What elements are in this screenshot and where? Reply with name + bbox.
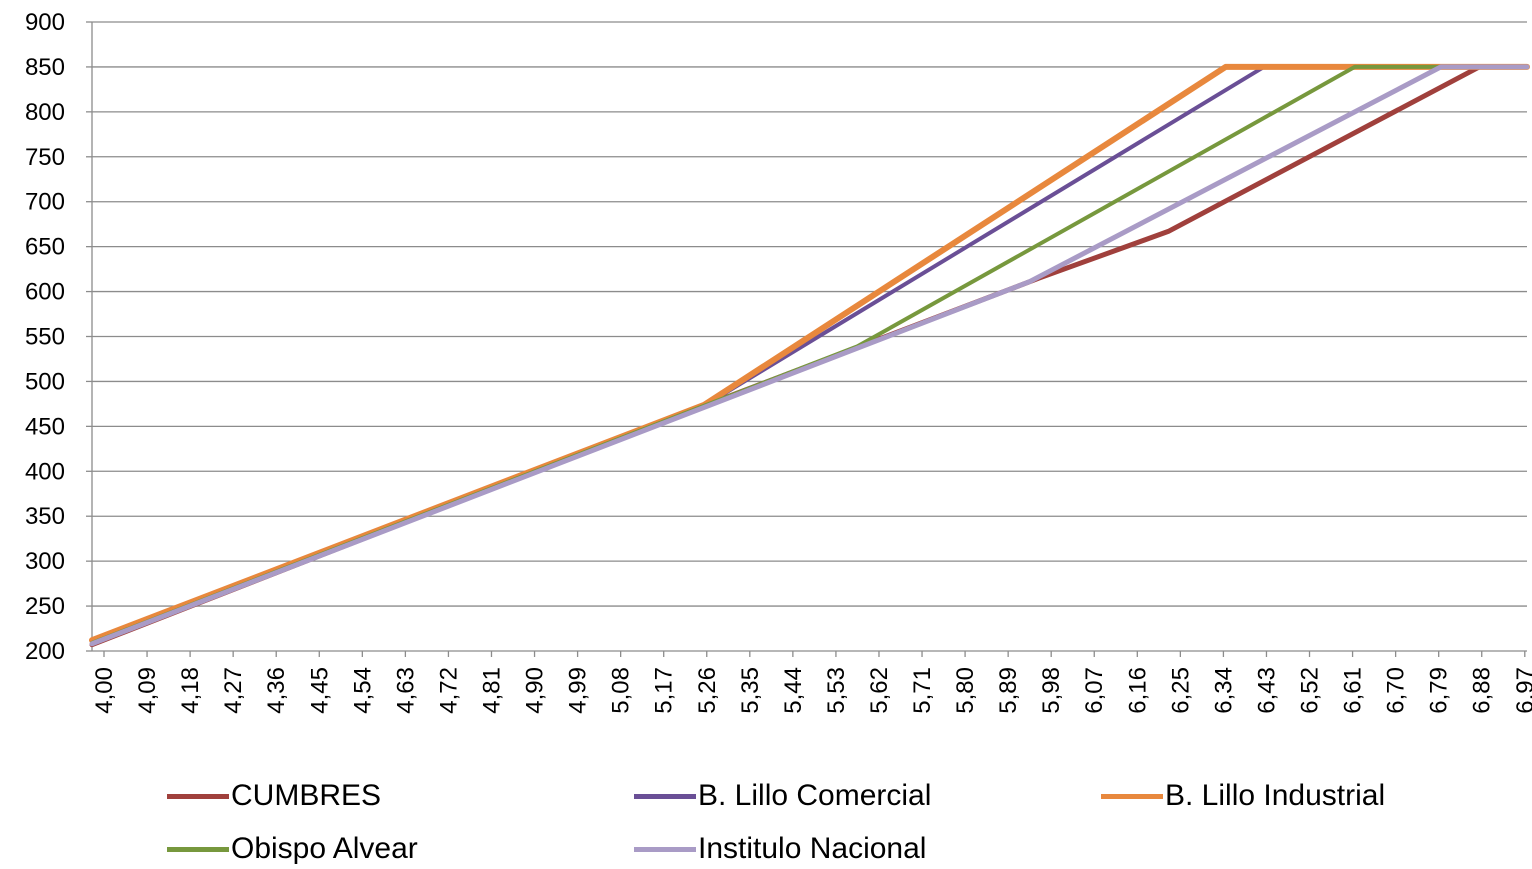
legend-label: B. Lillo Comercial <box>698 779 932 812</box>
legend-label: B. Lillo Industrial <box>1165 779 1386 812</box>
y-axis: 200 250 300 350 400 450 500 550 600 650 700 750 800 8… <box>25 9 93 665</box>
legend: CUMBRES B. Lillo Comercial B. Lillo Indu… <box>0 770 1532 869</box>
x-tick-label: 5,89 <box>995 667 1022 714</box>
legend-item-b-lillo-industrial: B. Lillo Industrial <box>1101 776 1385 816</box>
x-tick-label: 5,26 <box>694 667 721 714</box>
x-tick-label: 5,71 <box>909 667 936 714</box>
y-tick-label: 650 <box>25 234 65 261</box>
x-tick-label: 6,52 <box>1297 667 1324 714</box>
y-tick-label: 900 <box>25 9 65 36</box>
legend-swatch <box>634 793 696 799</box>
y-tick-label: 850 <box>25 54 65 81</box>
legend-item-obispo-alvear: Obispo Alvear <box>167 829 418 869</box>
x-tick-label: 6,70 <box>1383 667 1410 714</box>
x-tick-label: 4,36 <box>263 667 290 714</box>
x-tick-label: 4,63 <box>392 667 419 714</box>
y-tick-label: 200 <box>25 638 65 665</box>
legend-swatch <box>634 846 696 852</box>
legend-label: Institulo Nacional <box>698 832 927 865</box>
gridlines <box>92 21 1527 607</box>
x-tick-label: 6,88 <box>1469 667 1496 714</box>
legend-item-b-lillo-comercial: B. Lillo Comercial <box>634 776 931 816</box>
legend-swatch <box>167 846 229 852</box>
y-tick-label: 400 <box>25 458 65 485</box>
x-tick-label: 4,99 <box>565 667 592 714</box>
x-tick-label: 4,09 <box>134 667 161 714</box>
x-tick-label: 4,90 <box>522 667 549 714</box>
x-tick-label: 4,18 <box>177 667 204 714</box>
x-tick-label: 5,17 <box>651 667 678 714</box>
series-lines <box>89 63 1530 648</box>
x-tick-label: 6,34 <box>1210 667 1237 714</box>
legend-swatch <box>1101 793 1163 799</box>
series-line-4 <box>89 64 1530 647</box>
x-tick-label: 5,62 <box>866 667 893 714</box>
x-tick-label: 5,53 <box>823 667 850 714</box>
y-tick-label: 700 <box>25 189 65 216</box>
x-tick-label: 5,44 <box>780 667 807 714</box>
x-tick-label: 5,80 <box>952 667 979 714</box>
x-axis: 4,00 4,09 4,18 4,27 4,36 4,45 4,54 4,63 4,72 4,81… <box>91 650 1532 714</box>
line-chart: 200 250 300 350 400 450 500 550 600 650 700 750 800 8… <box>25 9 1532 714</box>
x-tick-label: 6,97 <box>1512 667 1532 714</box>
y-tick-label: 500 <box>25 368 65 395</box>
y-tick-label: 600 <box>25 279 65 306</box>
legend-label: Obispo Alvear <box>231 832 418 865</box>
x-tick-label: 6,07 <box>1081 667 1108 714</box>
x-tick-label: 4,00 <box>91 667 118 714</box>
x-tick-label: 6,43 <box>1253 667 1280 714</box>
x-tick-label: 4,45 <box>306 667 333 714</box>
y-tick-label: 750 <box>25 144 65 171</box>
x-tick-label: 5,35 <box>737 667 764 714</box>
x-tick-label: 5,08 <box>608 667 635 714</box>
y-tick-label: 800 <box>25 99 65 126</box>
legend-item-cumbres: CUMBRES <box>167 776 381 816</box>
y-tick-label: 550 <box>25 324 65 351</box>
x-tick-label: 5,98 <box>1038 667 1065 714</box>
y-tick-label: 250 <box>25 593 65 620</box>
x-tick-label: 6,79 <box>1426 667 1453 714</box>
y-tick-label: 350 <box>25 503 65 530</box>
x-tick-label: 4,27 <box>220 667 247 714</box>
y-tick-label: 300 <box>25 548 65 575</box>
x-tick-label: 4,72 <box>435 667 462 714</box>
x-tick-label: 4,54 <box>349 667 376 714</box>
legend-swatch <box>167 793 229 799</box>
y-tick-label: 450 <box>25 413 65 440</box>
legend-label: CUMBRES <box>231 779 382 812</box>
x-tick-label: 6,16 <box>1124 667 1151 714</box>
x-tick-label: 6,61 <box>1340 667 1367 714</box>
x-tick-label: 6,25 <box>1167 667 1194 714</box>
legend-item-institulo-nacional: Institulo Nacional <box>634 829 926 869</box>
x-tick-label: 4,81 <box>478 667 505 714</box>
